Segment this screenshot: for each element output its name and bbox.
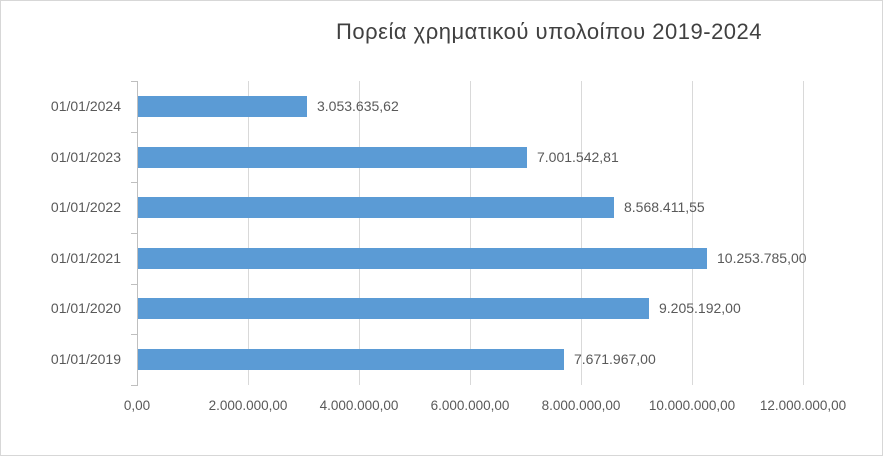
x-axis-tick-label: 0,00 (123, 398, 151, 413)
category-label: 01/01/2021 (50, 250, 121, 266)
bar (138, 248, 707, 269)
category-label: 01/01/2023 (50, 149, 121, 165)
bar-value-label: 9.205.192,00 (659, 300, 741, 316)
y-axis-line (137, 81, 138, 386)
bar (138, 96, 307, 117)
x-axis-tick-label: 10.000.000,00 (648, 398, 736, 413)
category-label: 01/01/2024 (50, 98, 121, 114)
category-label: 01/01/2020 (50, 300, 121, 316)
y-axis-tick-mark (131, 334, 137, 335)
y-axis-tick-mark (131, 284, 137, 285)
x-axis-tick-label: 4.000.000,00 (319, 398, 399, 413)
bar-value-label: 10.253.785,00 (717, 250, 807, 266)
gridline (248, 81, 249, 385)
bar (138, 298, 649, 319)
gridline (470, 81, 471, 385)
x-axis-tick-label: 2.000.000,00 (208, 398, 288, 413)
gridline (581, 81, 582, 385)
bar (138, 349, 564, 370)
y-axis-tick-mark (131, 132, 137, 133)
y-axis-tick-mark (131, 182, 137, 183)
y-axis-tick-mark (131, 233, 137, 234)
gridline (803, 81, 804, 385)
bar (138, 147, 527, 168)
gridline (359, 81, 360, 385)
x-axis-tick-label: 6.000.000,00 (430, 398, 510, 413)
x-axis-tick-label: 8.000.000,00 (541, 398, 621, 413)
category-label: 01/01/2022 (50, 199, 121, 215)
x-axis-tick-label: 12.000.000,00 (759, 398, 847, 413)
chart-title: Πορεία χρηματικού υπολοίπου 2019-2024 (336, 19, 763, 44)
category-label: 01/01/2019 (50, 351, 121, 367)
y-axis-tick-mark (131, 81, 137, 82)
bar-value-label: 7.671.967,00 (574, 351, 656, 367)
bar-value-label: 7.001.542,81 (537, 149, 619, 165)
bar-value-label: 3.053.635,62 (317, 98, 399, 114)
bar (138, 197, 614, 218)
bar-value-label: 8.568.411,55 (624, 199, 705, 215)
gridline (692, 81, 693, 385)
y-axis-tick-mark (131, 385, 137, 386)
